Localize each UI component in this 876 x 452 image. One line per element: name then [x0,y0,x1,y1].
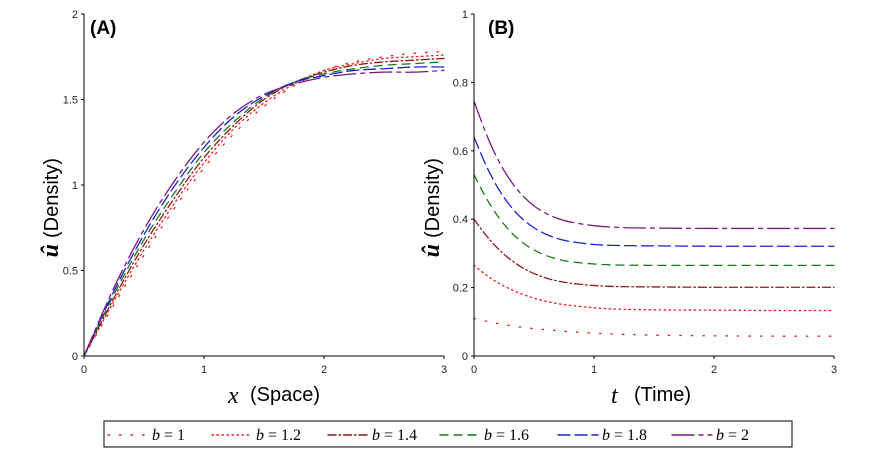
legend-label: b = 1 [152,427,185,444]
panel-b-y-tick-label: 0.6 [453,146,468,158]
panel-a-ylabel-text: (Density) [41,158,63,238]
legend-label-eq: = 1 [160,427,185,444]
panel-b-series-line [473,218,835,288]
panel-a-series-line [83,57,445,357]
legend-label-var: b [716,427,724,444]
panel-b-ylabel-var: û [419,244,445,257]
panel-b-y-tick-label: 0.4 [453,214,468,226]
legend-label: b = 1.8 [602,427,647,444]
panel-b-x-tick-label: 2 [711,364,717,376]
panel-b-x-tick-label: 1 [591,364,597,376]
panel-a-y-tick-label: 0 [72,351,78,363]
panel-a-x-tick-label: 1 [201,364,207,376]
panel-a-ylabel-var: û [38,244,64,257]
panel-b: (B) 0 1 2 3 0 0.2 0.4 0.6 0.8 1 t (Time) û (Densi… [419,9,837,409]
panel-b-label: (B) [488,18,514,39]
panel-b-series-line [473,264,835,312]
panel-a-xlabel-text: (Space) [250,384,320,406]
panel-a-y-tick-label: 2 [72,9,78,21]
legend-label-eq: = 1.6 [492,427,529,444]
legend-label-var: b [602,427,610,444]
panel-a-series-line [83,66,445,357]
panel-a-x-tick-label: 0 [81,364,87,376]
legend-box [103,420,793,448]
panel-b-series-line [473,100,835,230]
panel-b-y-tick-label: 0 [462,351,468,363]
panel-b-series-line [473,136,835,247]
panel-b-series-line [473,174,835,267]
panel-a-y-tick-label: 1 [72,180,78,192]
panel-a-xlabel-var: x [227,383,239,409]
legend-label-var: b [484,427,492,444]
panel-b-xlabel-text: (Time) [634,384,691,406]
panel-b-ylabel-text: (Density) [422,158,444,238]
panel-b-x-tick-label: 0 [471,364,477,376]
legend-label-eq: = 1.2 [264,427,301,444]
panel-b-y-tick-label: 0.8 [453,77,468,89]
legend-label: b = 1.4 [372,427,417,444]
panel-b-y-tick-label: 0.2 [453,283,468,295]
legend-label-var: b [372,427,380,444]
legend-label-eq: = 2 [724,427,749,444]
panel-a-x-tick-label: 2 [321,364,327,376]
panel-b-x-tick-label: 3 [831,364,837,376]
panel-a-series-line [83,69,445,357]
panel-a-y-tick-label: 0.5 [63,266,78,278]
panel-a-y-tick-label: 1.5 [63,95,78,107]
panel-a-series-line [83,50,445,357]
legend-label-eq: = 1.8 [610,427,647,444]
panel-b-y-tick-label: 1 [462,9,468,21]
legend-label: b = 2 [716,427,749,444]
legend-label: b = 1.6 [484,427,529,444]
panel-a: (A) 0 1 2 3 0 0.5 1 1.5 2 x (Space) û (Density) [38,9,447,409]
panel-a-label: (A) [90,18,116,39]
panel-b-xlabel-var: t [611,383,619,409]
legend-label-eq: = 1.4 [380,427,417,444]
panel-b-series-line [473,317,835,337]
panel-a-series-line [83,54,445,357]
legend-label-var: b [256,427,264,444]
legend-label: b = 1.2 [256,427,301,444]
legend-label-var: b [152,427,160,444]
panel-a-x-tick-label: 3 [441,364,447,376]
panel-a-series-line [83,61,445,357]
